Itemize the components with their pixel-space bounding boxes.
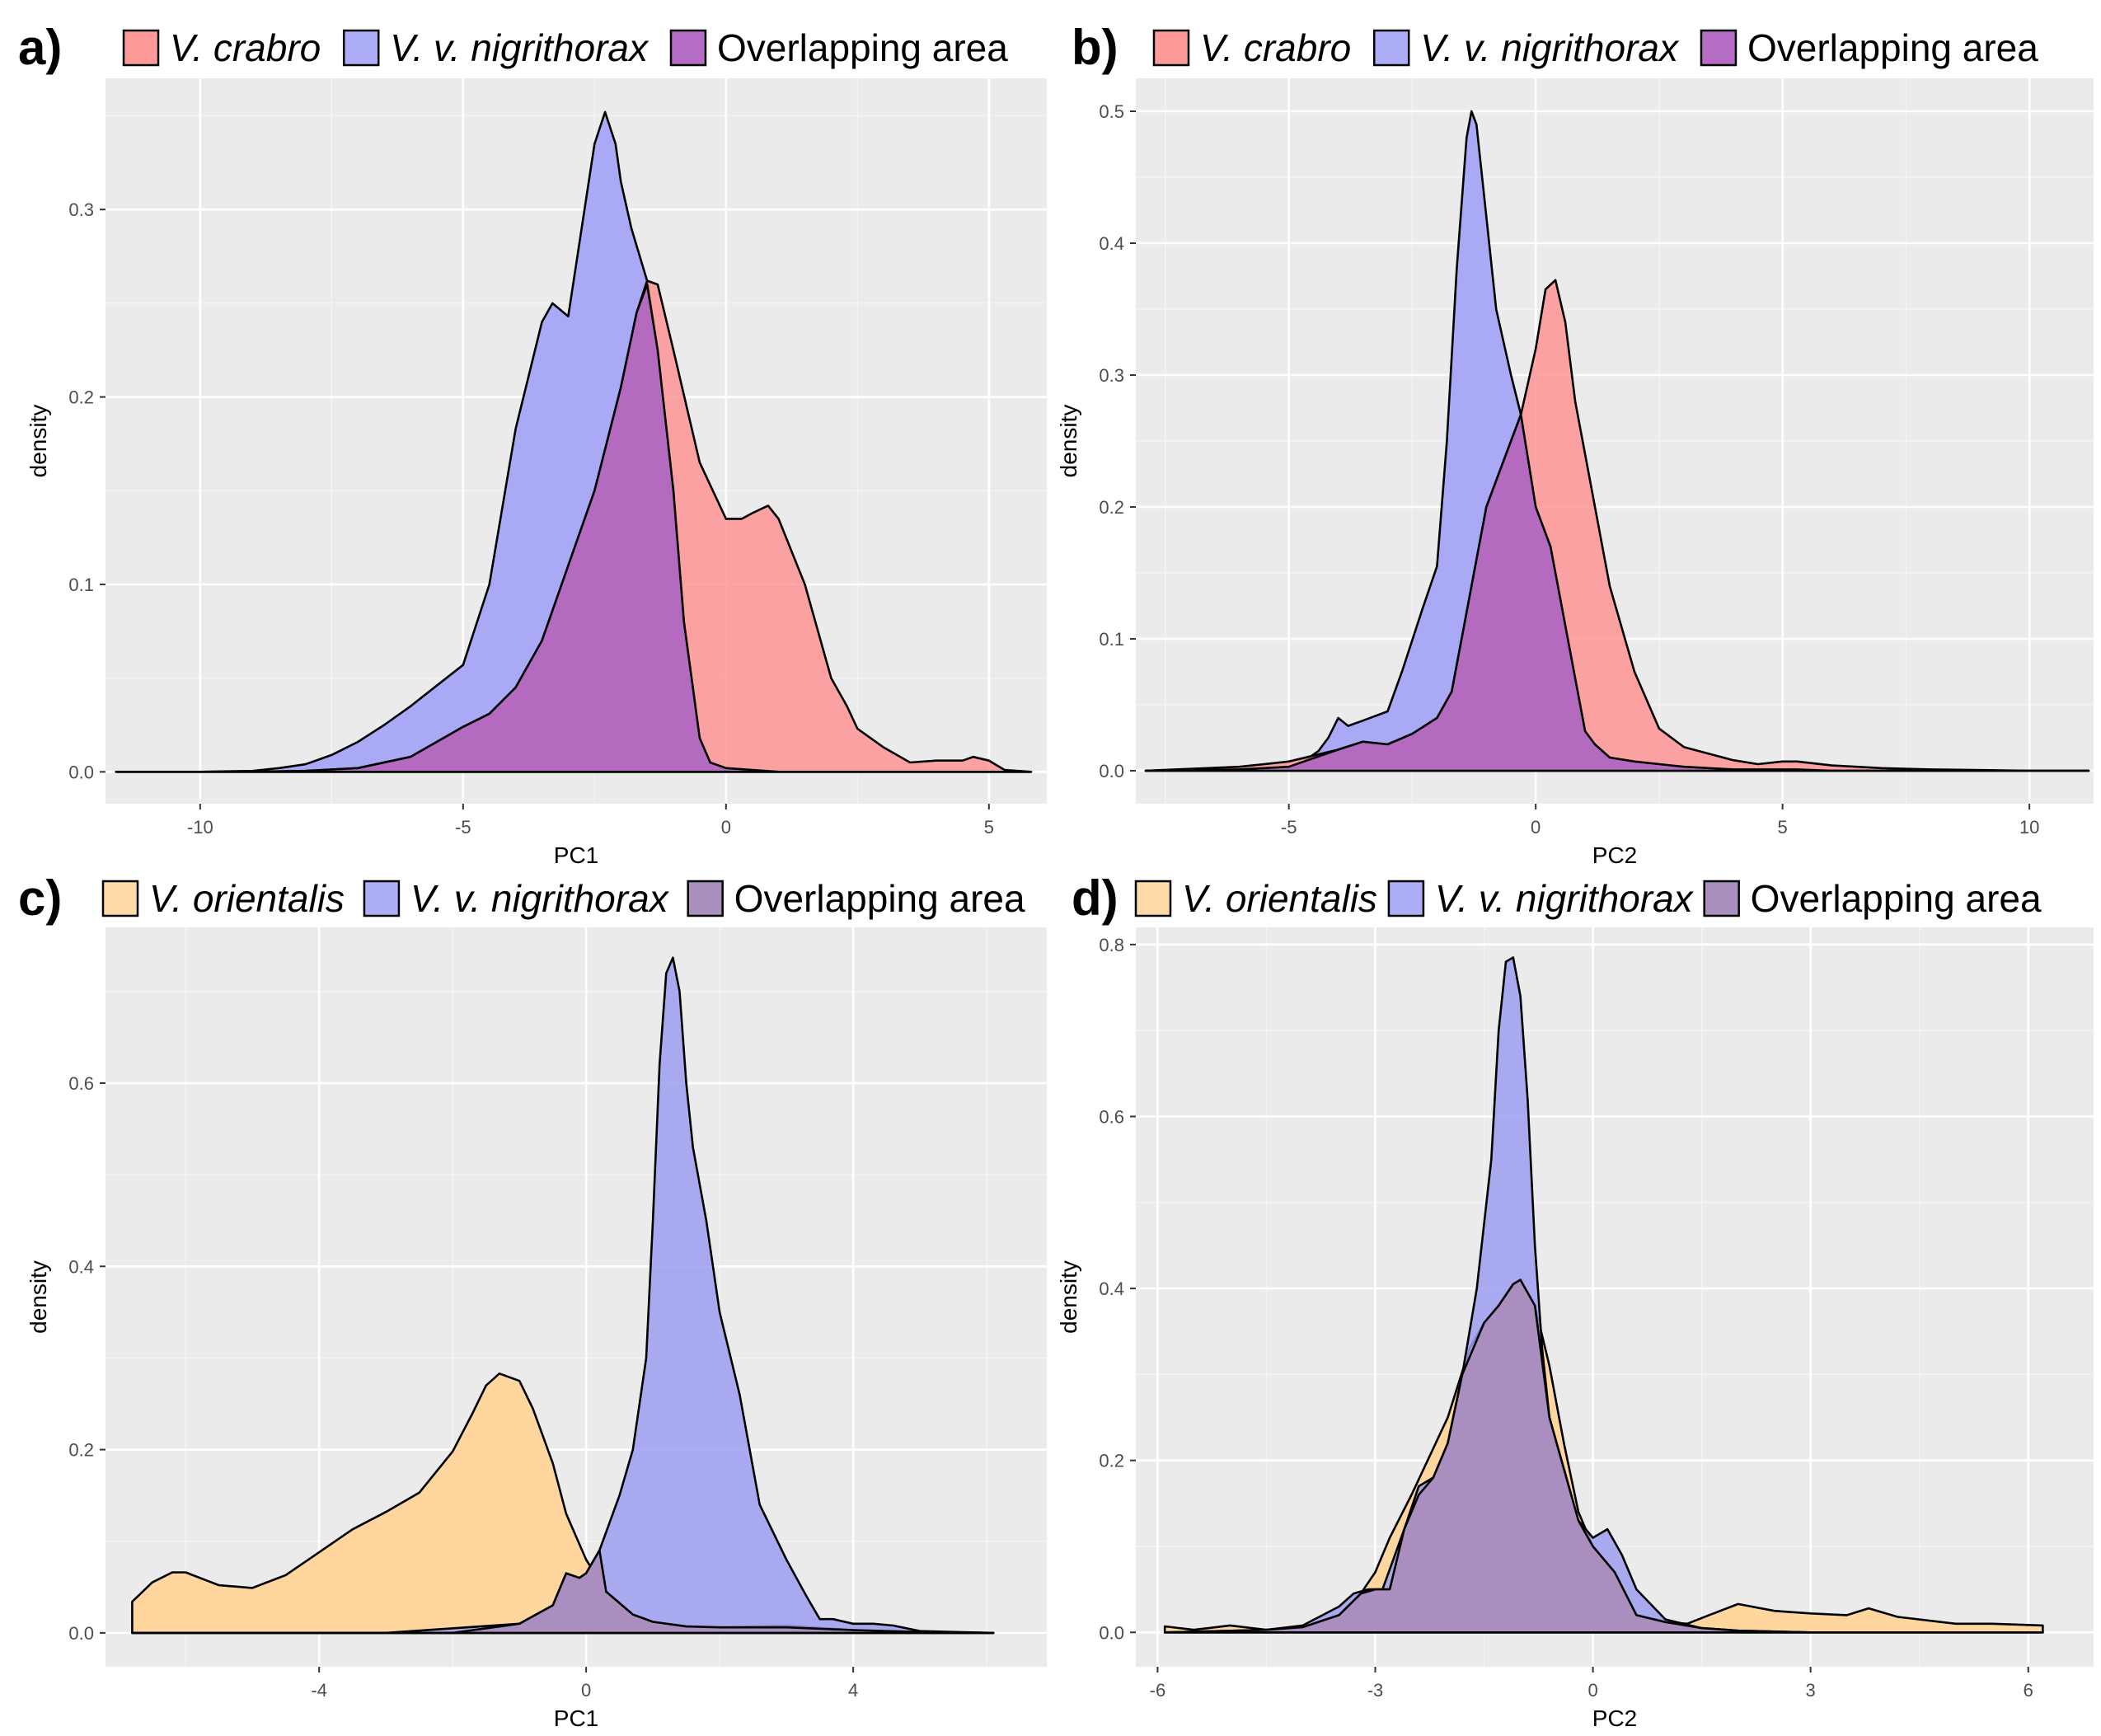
legend-swatch	[1700, 29, 1738, 67]
legend-swatch	[1387, 880, 1425, 917]
y-axis-title: density	[26, 1260, 51, 1334]
x-tick-label: -4	[311, 1680, 327, 1701]
y-tick-label: 0.1	[1099, 629, 1124, 650]
legend-swatch	[1152, 29, 1190, 67]
y-tick-label: 0.2	[68, 1440, 94, 1461]
legend-swatch	[101, 880, 139, 917]
y-tick-label: 0.0	[68, 762, 94, 782]
x-tick-label: 6	[2024, 1680, 2033, 1701]
legend-swatch	[1703, 880, 1740, 917]
x-tick-label: -5	[1281, 817, 1297, 838]
panel-letter: d)	[1072, 870, 1119, 926]
panel-3: -6 -3 0 3 6 0.0 0.2 0.4 0.6 0.8 PC2 density d) V. ori…	[1056, 870, 2094, 1731]
legend-swatch	[122, 29, 160, 67]
legend-label: Overlapping area	[717, 26, 1008, 69]
panel-0: -10 -5 0 5 0.0 0.1 0.2 0.3 PC1 density a) V. crabro…	[18, 20, 1047, 868]
y-tick-label: 0.4	[68, 1256, 94, 1277]
legend-item: V. v. nigrithorax	[1387, 877, 1695, 920]
panel-letter: b)	[1072, 20, 1119, 75]
y-tick-label: 0.4	[1099, 233, 1124, 254]
density-area-overlapping-area	[131, 1549, 995, 1635]
x-tick-label: 4	[848, 1680, 858, 1701]
legend-item: V. v. nigrithorax	[342, 26, 650, 69]
x-tick-label: 10	[2019, 817, 2039, 838]
x-tick-label: 3	[1806, 1680, 1816, 1701]
legend-item: V. v. nigrithorax	[363, 877, 670, 920]
y-tick-label: 0.6	[1099, 1106, 1124, 1127]
density-area-overlapping-area	[1144, 413, 2090, 772]
y-tick-label: 0.0	[1099, 761, 1124, 781]
x-tick-label: 5	[1778, 817, 1788, 838]
y-tick-label: 0.2	[1099, 497, 1124, 518]
density-area-overlapping-area	[115, 283, 1033, 773]
legend-label: V. crabro	[1200, 26, 1351, 69]
legend-label: Overlapping area	[1751, 877, 2042, 920]
legend-swatch	[1134, 880, 1172, 917]
y-tick-label: 0.8	[1099, 935, 1124, 955]
legend-label: V. v. nigrithorax	[1435, 877, 1695, 920]
y-tick-label: 0.2	[68, 387, 94, 408]
panel-letter: c)	[18, 870, 62, 926]
legend-swatch	[342, 29, 380, 67]
x-axis-title: PC2	[1592, 1706, 1637, 1731]
y-tick-label: 0.2	[1099, 1451, 1124, 1471]
y-tick-label: 0.3	[68, 199, 94, 220]
x-tick-label: 0	[1531, 817, 1541, 838]
legend-label: V. orientalis	[1182, 877, 1377, 920]
y-tick-label: 0.5	[1099, 101, 1124, 122]
legend-item: Overlapping area	[669, 26, 1008, 69]
legend-label: V. v. nigrithorax	[1420, 26, 1680, 69]
legend-item: V. v. nigrithorax	[1372, 26, 1680, 69]
legend-item: Overlapping area	[687, 877, 1025, 920]
y-tick-label: 0.3	[1099, 365, 1124, 386]
legend-item: V. orientalis	[1134, 877, 1377, 920]
x-axis-title: PC1	[554, 842, 598, 868]
x-tick-label: -3	[1367, 1680, 1384, 1701]
y-tick-label: 0.4	[1099, 1279, 1124, 1299]
y-tick-label: 0.0	[68, 1623, 94, 1644]
legend-label: Overlapping area	[734, 877, 1025, 920]
x-axis-title: PC2	[1592, 842, 1637, 868]
x-tick-label: 5	[984, 817, 994, 838]
panel-letter: a)	[18, 20, 62, 75]
x-axis-title: PC1	[554, 1706, 598, 1731]
legend-label: V. crabro	[170, 26, 321, 69]
legend-item: V. orientalis	[101, 877, 345, 920]
legend-label: V. orientalis	[149, 877, 345, 920]
y-tick-label: 0.1	[68, 575, 94, 595]
legend-item: V. crabro	[122, 26, 321, 69]
y-axis-title: density	[1056, 1260, 1081, 1334]
legend-label: V. v. nigrithorax	[410, 877, 670, 920]
x-tick-label: -10	[187, 817, 213, 838]
y-axis-title: density	[1056, 405, 1081, 478]
x-tick-label: -6	[1150, 1680, 1166, 1701]
legend-swatch	[669, 29, 707, 67]
x-tick-label: 0	[721, 817, 731, 838]
panel-2: -4 0 4 0.0 0.2 0.4 0.6 PC1 density c) V. orientali…	[18, 870, 1047, 1731]
x-tick-label: 0	[581, 1680, 591, 1701]
legend-item: Overlapping area	[1703, 877, 2042, 920]
legend-label: V. v. nigrithorax	[390, 26, 650, 69]
panel-1: -5 0 5 10 0.0 0.1 0.2 0.3 0.4 0.5 PC2 density b) V. c…	[1056, 20, 2094, 868]
y-axis-title: density	[26, 405, 51, 478]
legend-item: Overlapping area	[1700, 26, 2038, 69]
y-tick-label: 0.6	[68, 1073, 94, 1094]
x-tick-label: 0	[1587, 1680, 1597, 1701]
legend-swatch	[363, 880, 401, 917]
density-area-overlapping-area	[1163, 1279, 2044, 1634]
x-tick-label: -5	[455, 817, 471, 838]
legend-item: V. crabro	[1152, 26, 1351, 69]
legend-swatch	[687, 880, 724, 917]
y-tick-label: 0.0	[1099, 1622, 1124, 1643]
legend-swatch	[1372, 29, 1410, 67]
legend-label: Overlapping area	[1747, 26, 2038, 69]
